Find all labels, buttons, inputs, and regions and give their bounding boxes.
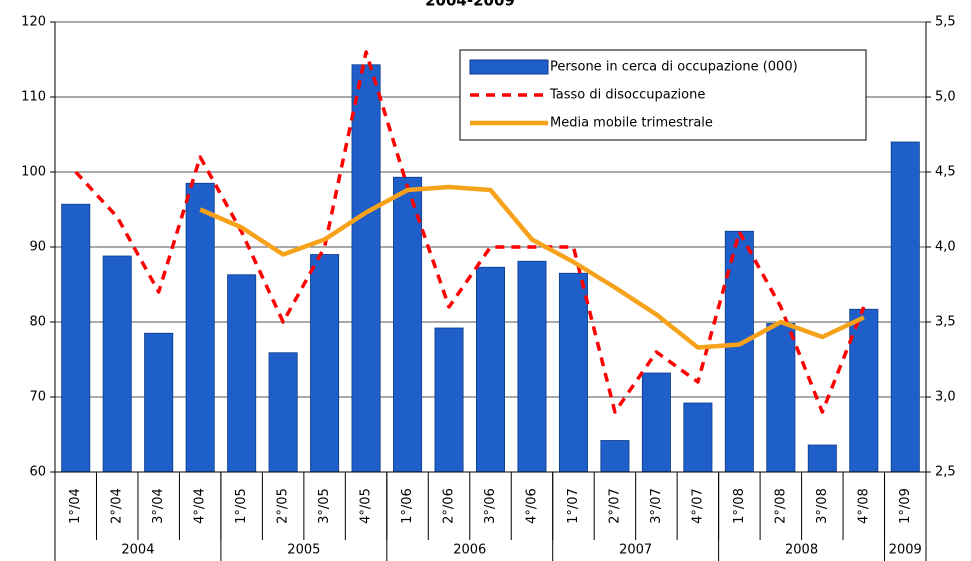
y-tick-label: 60 — [29, 465, 46, 480]
bar — [434, 327, 464, 473]
chart-title: 2004-2009 — [425, 0, 515, 10]
x-tick-label: 2°/05 — [276, 488, 291, 524]
bar — [683, 402, 713, 473]
x-tick-label: 1°/05 — [234, 488, 249, 524]
bar — [475, 266, 506, 473]
x-tick-label: 2°/06 — [442, 488, 457, 524]
x-tick-label: 3°/08 — [815, 488, 830, 524]
x-group-label: 2006 — [453, 543, 486, 558]
y-tick-label: 70 — [29, 390, 46, 405]
x-tick-label: 1°/09 — [898, 488, 913, 524]
x-tick-label: 2°/07 — [607, 488, 622, 524]
bar — [890, 141, 920, 473]
x-tick-label: 3°/05 — [317, 488, 332, 524]
bar — [600, 440, 630, 473]
bar — [558, 272, 588, 473]
y2-tick-label: 4,0 — [935, 240, 956, 255]
x-tick-label: 2°/08 — [773, 488, 788, 524]
x-tick-label: 3°/07 — [649, 488, 664, 524]
bar — [61, 203, 91, 473]
x-tick-label: 1°/06 — [400, 488, 415, 524]
bar — [227, 274, 257, 473]
y-tick-label: 100 — [21, 165, 46, 180]
bar — [807, 444, 837, 473]
x-tick-label: 4°/06 — [524, 488, 539, 524]
y-tick-label: 110 — [21, 90, 46, 105]
x-tick-label: 1°/07 — [566, 488, 581, 524]
bar — [102, 255, 132, 473]
x-group-label: 2004 — [121, 543, 154, 558]
x-tick-label: 4°/04 — [193, 488, 208, 524]
x-group-label: 2009 — [889, 543, 922, 558]
legend-label: Media mobile trimestrale — [550, 116, 713, 131]
legend-label: Persone in cerca di occupazione (000) — [550, 60, 798, 75]
x-tick-label: 4°/08 — [856, 488, 871, 524]
line-series — [199, 184, 865, 350]
x-tick-label: 3°/04 — [151, 488, 166, 524]
y-tick-label: 120 — [21, 15, 46, 30]
x-tick-label: 2°/04 — [110, 488, 125, 524]
line-series — [74, 50, 866, 414]
y2-tick-label: 3,0 — [935, 390, 956, 405]
bar — [517, 260, 547, 473]
bar — [849, 308, 879, 473]
y2-tick-label: 5,5 — [935, 15, 956, 30]
x-tick-label: 1°/04 — [68, 488, 83, 524]
x-tick-label: 4°/07 — [690, 488, 705, 524]
bar — [185, 182, 215, 473]
legend-swatch — [469, 59, 549, 75]
bar — [724, 230, 754, 473]
y-tick-label: 80 — [29, 315, 46, 330]
x-tick-label: 3°/06 — [483, 488, 498, 524]
y2-tick-label: 4,5 — [935, 165, 956, 180]
x-group-label: 2005 — [287, 543, 320, 558]
bar — [351, 64, 381, 473]
x-group-label: 2008 — [785, 543, 818, 558]
bar — [393, 176, 423, 473]
y2-tick-label: 2,5 — [935, 465, 956, 480]
x-group-label: 2007 — [619, 543, 652, 558]
x-tick-label: 4°/05 — [359, 488, 374, 524]
x-tick-label: 1°/08 — [732, 488, 747, 524]
y2-tick-label: 3,5 — [935, 315, 956, 330]
y2-tick-label: 5,0 — [935, 90, 956, 105]
bar — [641, 372, 671, 473]
bar — [144, 332, 174, 473]
bar — [766, 323, 796, 473]
bar — [310, 254, 340, 473]
y-tick-label: 90 — [29, 240, 46, 255]
legend-label: Tasso di disoccupazione — [549, 88, 705, 103]
bar — [268, 352, 298, 473]
